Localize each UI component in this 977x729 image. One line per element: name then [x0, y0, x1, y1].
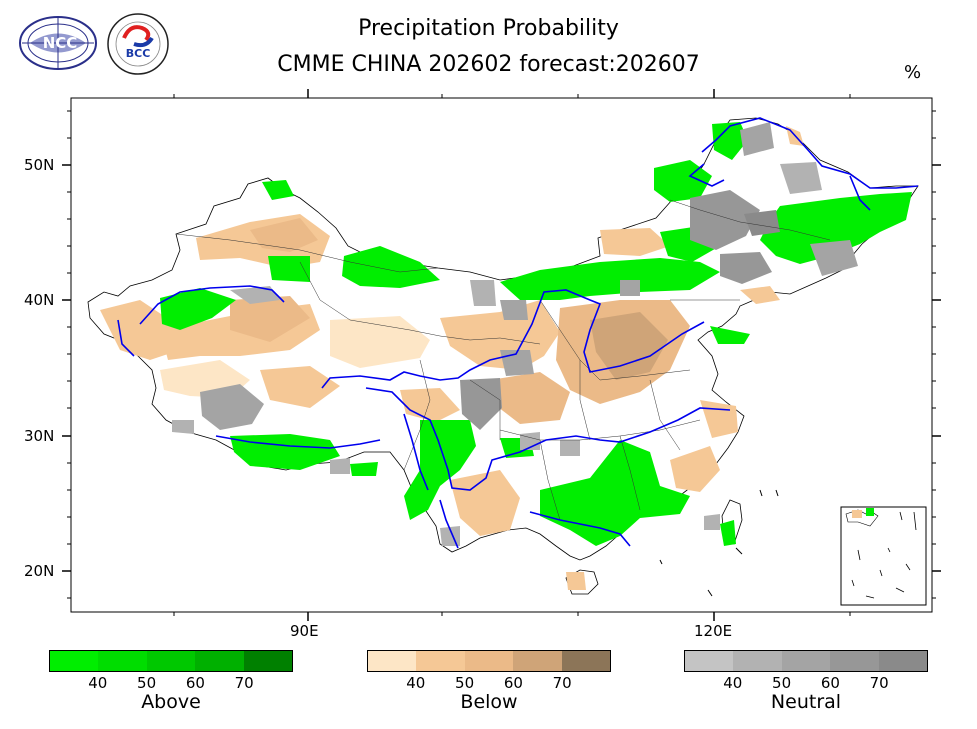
legend-below-colorbar	[367, 650, 611, 672]
legend-below-tick: 40	[406, 674, 426, 692]
lon-label-90e: 90E	[290, 622, 319, 640]
title-line2: CMME CHINA 202602 forecast:202607	[277, 52, 700, 77]
south-china-sea-inset	[840, 506, 927, 606]
legend-above-tick: 60	[185, 674, 205, 692]
legend-below-tick: 50	[455, 674, 475, 692]
below-patches	[100, 126, 866, 590]
province-borders	[175, 199, 831, 521]
legend-below-tick: 70	[552, 674, 572, 692]
legend-neutral-tick: 60	[820, 674, 840, 692]
legend-below: 40 50 60 70 Below	[367, 650, 611, 713]
lat-label-30n: 30N	[24, 427, 55, 445]
legend-neutral-colorbar	[684, 650, 928, 672]
legend-below-label: Below	[460, 691, 518, 713]
lat-label-20n: 20N	[24, 562, 55, 580]
ncc-logo: NCC	[19, 16, 97, 70]
ncc-logo-text: NCC	[43, 34, 78, 52]
legend-above-label: Above	[141, 691, 201, 713]
minor-ticks	[67, 94, 936, 616]
rivers	[117, 117, 919, 549]
sea-boundary-dashes	[659, 489, 779, 597]
legend-neutral-tick: 40	[723, 674, 743, 692]
legend-neutral-tick: 70	[869, 674, 889, 692]
unit-label: %	[904, 62, 922, 83]
legend-above-colorbar	[49, 650, 293, 672]
legend-neutral-tick: 50	[772, 674, 792, 692]
lon-label-120e: 120E	[694, 622, 733, 640]
bcc-logo: BCC	[107, 13, 169, 75]
legend-above-tick: 40	[88, 674, 108, 692]
legend-neutral-label: Neutral	[770, 691, 842, 713]
legend-below-tick: 60	[503, 674, 523, 692]
legend-above-tick: 50	[137, 674, 157, 692]
legend-above: 40 50 60 70 Above	[49, 650, 293, 713]
lat-label-50n: 50N	[24, 156, 55, 174]
bcc-logo-text: BCC	[126, 47, 151, 60]
legend-neutral: 40 50 60 70 Neutral	[684, 650, 928, 713]
lat-label-40n: 40N	[24, 291, 55, 309]
legend-above-tick: 70	[234, 674, 254, 692]
title-line1: Precipitation Probability	[358, 16, 619, 41]
axis-ticks	[62, 89, 941, 621]
